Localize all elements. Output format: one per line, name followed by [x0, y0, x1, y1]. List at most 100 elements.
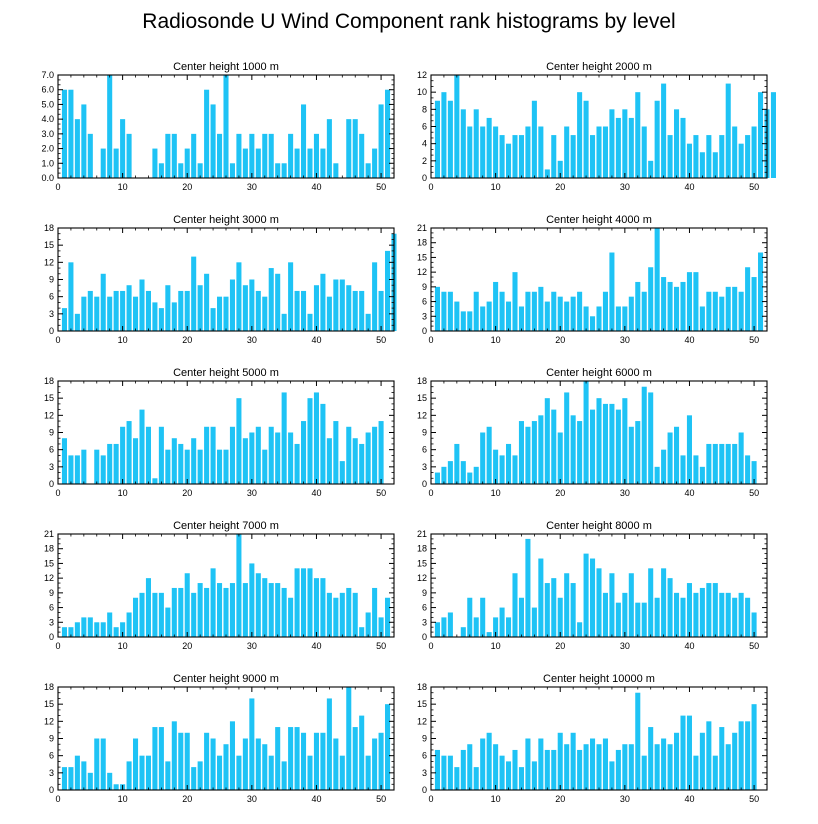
bar — [635, 421, 641, 484]
x-tick-label: 50 — [376, 335, 386, 345]
bar — [139, 755, 145, 790]
bar — [654, 597, 660, 637]
bar — [751, 277, 757, 331]
x-tick-label: 10 — [491, 182, 501, 192]
bar — [738, 291, 744, 331]
x-tick-label: 20 — [182, 488, 192, 498]
bar — [223, 449, 229, 484]
bar — [615, 306, 621, 331]
bar — [460, 627, 466, 637]
bar — [61, 767, 67, 790]
bar — [217, 583, 223, 637]
y-tick-label: 18 — [44, 682, 54, 692]
y-tick-label: 18 — [417, 682, 427, 692]
bar — [249, 279, 255, 331]
bar — [441, 617, 447, 637]
y-tick-label: 0 — [422, 173, 427, 183]
bar — [339, 461, 345, 484]
bar — [674, 286, 680, 331]
bar — [313, 732, 319, 790]
bar — [365, 612, 371, 637]
bar — [275, 432, 281, 484]
bar — [712, 291, 718, 331]
bar — [493, 744, 499, 790]
bar — [339, 592, 345, 637]
bar — [583, 100, 589, 178]
y-tick-label: 3.0 — [41, 129, 54, 139]
bar — [81, 104, 87, 178]
bar — [100, 148, 106, 178]
bar — [770, 92, 776, 178]
x-tick-label: 0 — [55, 488, 60, 498]
bar — [339, 755, 345, 790]
x-tick-label: 50 — [749, 641, 759, 651]
bar — [674, 109, 680, 178]
bar — [725, 443, 731, 484]
bar — [473, 617, 479, 637]
histogram-panel-3: Center height 3000 m 0 10 20 30 40 50 0 3 6 9 12 15 1… — [44, 214, 397, 345]
bar — [249, 563, 255, 637]
bar — [120, 426, 126, 484]
bar — [745, 267, 751, 331]
bar — [197, 285, 203, 331]
bar — [635, 281, 641, 331]
bar — [281, 392, 287, 484]
bar — [454, 443, 460, 484]
bar — [712, 443, 718, 484]
bar — [184, 290, 190, 331]
bar — [385, 250, 391, 331]
y-tick-label: 3 — [49, 768, 54, 778]
bar — [210, 738, 216, 790]
bar — [100, 273, 106, 331]
x-tick-label: 0 — [55, 794, 60, 804]
bar — [467, 744, 473, 790]
bar — [557, 296, 563, 331]
bar — [473, 466, 479, 484]
bar — [133, 296, 139, 331]
bar — [320, 732, 326, 790]
bar — [152, 148, 158, 178]
y-tick-label: 0 — [422, 479, 427, 489]
bar — [596, 398, 602, 484]
x-tick-label: 0 — [428, 641, 433, 651]
bar — [615, 409, 621, 484]
bar — [480, 432, 486, 484]
bar — [596, 306, 602, 331]
bar — [551, 578, 557, 637]
y-tick-label: 15 — [44, 558, 54, 568]
bar — [518, 597, 524, 637]
bar — [499, 135, 505, 178]
bar — [738, 592, 744, 637]
histogram-panel-1: Center height 1000 m 0 10 20 30 40 50 0.0 1.0 2.0… — [41, 61, 395, 192]
y-tick-label: 2 — [422, 156, 427, 166]
y-tick-label: 6 — [422, 445, 427, 455]
bar — [320, 403, 326, 484]
bar — [113, 290, 119, 331]
bar — [667, 432, 673, 484]
bar — [518, 306, 524, 331]
y-tick-label: 18 — [44, 223, 54, 233]
bar — [242, 438, 248, 484]
y-tick-label: 8 — [422, 104, 427, 114]
bar — [635, 602, 641, 637]
bar — [641, 126, 647, 178]
x-tick-label: 30 — [247, 794, 257, 804]
panel-title: Center height 1000 m — [173, 61, 279, 73]
bar — [447, 291, 453, 331]
bar — [281, 761, 287, 790]
bar — [333, 421, 339, 484]
y-tick-label: 9 — [49, 734, 54, 744]
bar — [152, 302, 158, 331]
bar — [145, 426, 151, 484]
bar — [557, 732, 563, 790]
bar — [460, 311, 466, 331]
bar — [352, 119, 358, 178]
bar — [139, 592, 145, 637]
x-tick-label: 50 — [376, 488, 386, 498]
bar — [531, 421, 537, 484]
bar — [158, 426, 164, 484]
bar — [236, 133, 242, 178]
bar — [609, 403, 615, 484]
y-tick-label: 3 — [422, 311, 427, 321]
